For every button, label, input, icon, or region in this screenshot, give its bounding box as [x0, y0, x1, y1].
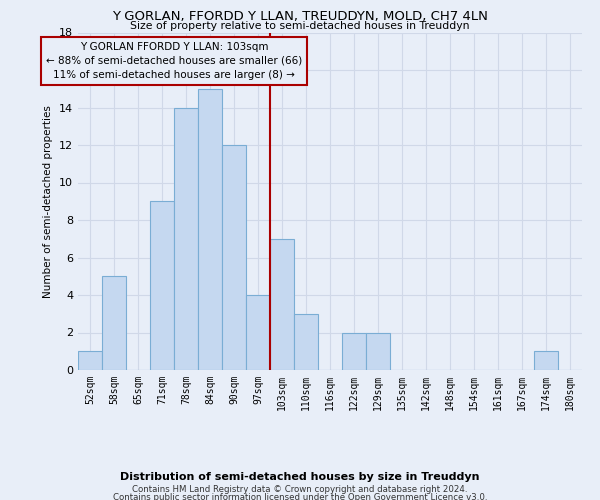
Bar	[342, 332, 366, 370]
Text: Contains HM Land Registry data © Crown copyright and database right 2024.: Contains HM Land Registry data © Crown c…	[132, 485, 468, 494]
Text: Size of property relative to semi-detached houses in Treuddyn: Size of property relative to semi-detach…	[130, 21, 470, 31]
Text: Y GORLAN FFORDD Y LLAN: 103sqm
← 88% of semi-detached houses are smaller (66)
11: Y GORLAN FFORDD Y LLAN: 103sqm ← 88% of …	[46, 42, 302, 80]
Bar	[222, 145, 246, 370]
Bar	[270, 239, 294, 370]
Bar	[78, 351, 102, 370]
Bar	[366, 332, 390, 370]
Bar	[246, 295, 270, 370]
Text: Y GORLAN, FFORDD Y LLAN, TREUDDYN, MOLD, CH7 4LN: Y GORLAN, FFORDD Y LLAN, TREUDDYN, MOLD,…	[112, 10, 488, 23]
Y-axis label: Number of semi-detached properties: Number of semi-detached properties	[43, 105, 53, 298]
Text: Contains public sector information licensed under the Open Government Licence v3: Contains public sector information licen…	[113, 493, 487, 500]
Bar	[294, 314, 318, 370]
Text: Distribution of semi-detached houses by size in Treuddyn: Distribution of semi-detached houses by …	[120, 472, 480, 482]
Bar	[198, 89, 222, 370]
Bar	[174, 108, 198, 370]
Bar	[150, 201, 174, 370]
Bar	[534, 351, 558, 370]
Bar	[102, 276, 126, 370]
